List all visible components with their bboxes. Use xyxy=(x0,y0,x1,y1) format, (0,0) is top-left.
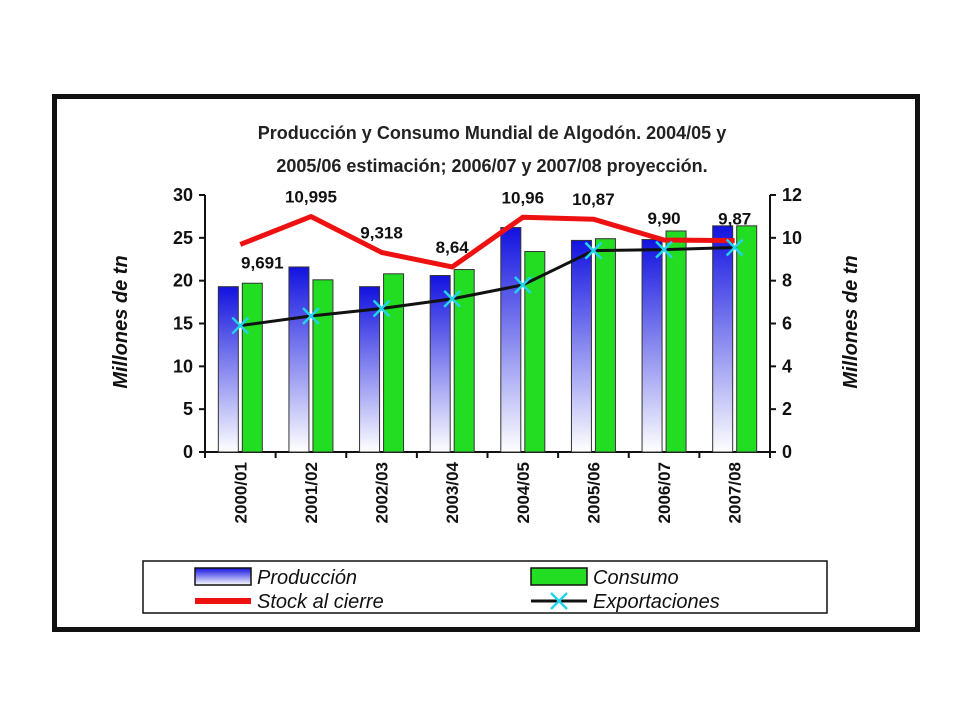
bar-produccion xyxy=(570,239,592,453)
data-label-stock: 10,96 xyxy=(502,188,545,207)
line-exportaciones xyxy=(240,245,735,328)
x-tick-label: 2005/06 xyxy=(584,462,603,523)
marker-exportaciones xyxy=(584,241,603,260)
bar-produccion xyxy=(500,227,522,453)
y-tick-label-right: 10 xyxy=(782,228,802,248)
y-tick-label-left: 20 xyxy=(173,271,193,291)
data-label-stock: 9,318 xyxy=(360,223,403,242)
legend: Producción Consumo Stock al cierre Expor… xyxy=(142,560,828,614)
y-tick-label-left: 10 xyxy=(173,356,193,376)
bar-consumo xyxy=(594,238,616,453)
marker-exportaciones xyxy=(513,276,532,294)
bar-produccion xyxy=(359,286,381,453)
bar-consumo xyxy=(383,273,405,453)
data-label-stock: 8,64 xyxy=(436,238,470,257)
x-tick-label: 2002/03 xyxy=(373,462,392,523)
legend-label-stock: Stock al cierre xyxy=(257,591,384,613)
data-label-stock: 9,90 xyxy=(648,209,681,228)
data-label-stock: 9,691 xyxy=(241,253,284,272)
marker-exportaciones xyxy=(443,289,462,308)
legend-swatch-produccion xyxy=(194,567,252,586)
chart-title-line-2: 2005/06 estimación; 2006/07 y 2007/08 pr… xyxy=(276,156,707,176)
bar-produccion xyxy=(429,275,451,453)
chart-frame: Producción y Consumo Mundial de Algodón.… xyxy=(52,94,920,632)
marker-exportaciones xyxy=(725,238,744,257)
marker-exportaciones xyxy=(372,299,391,318)
legend-swatch-consumo xyxy=(530,567,588,586)
legend-label-consumo: Consumo xyxy=(593,567,679,589)
y-tick-label-right: 2 xyxy=(782,399,792,419)
bar-consumo xyxy=(453,269,475,453)
line-stock-al-cierre xyxy=(239,214,735,270)
bar-produccion xyxy=(641,239,663,453)
data-label-stock: 10,995 xyxy=(285,188,337,207)
x-tick-label: 2006/07 xyxy=(655,462,674,523)
x-tick-label: 2003/04 xyxy=(443,461,462,523)
y-tick-label-left: 15 xyxy=(173,314,193,334)
y-tick-label-left: 5 xyxy=(183,399,193,419)
legend-label-produccion: Producción xyxy=(257,567,357,589)
y-tick-label-right: 6 xyxy=(782,314,792,334)
y-tick-label-right: 0 xyxy=(782,442,792,462)
x-tick-label: 2004/05 xyxy=(514,462,533,523)
marker-exportaciones xyxy=(302,307,320,325)
legend-label-exportaciones: Exportaciones xyxy=(593,591,720,613)
bar-consumo xyxy=(524,251,546,453)
y-tick-label-right: 8 xyxy=(782,271,792,291)
y-tick-label-left: 0 xyxy=(183,442,193,462)
chart-title-line-1: Producción y Consumo Mundial de Algodón.… xyxy=(258,123,726,143)
y-tick-label-left: 25 xyxy=(173,228,193,248)
y-axis-title-left: Millones de tn xyxy=(110,255,132,388)
bar-consumo xyxy=(241,282,263,453)
bar-produccion xyxy=(288,266,310,453)
data-label-stock: 10,87 xyxy=(572,190,615,209)
bar-consumo xyxy=(736,225,758,453)
y-tick-label-left: 30 xyxy=(173,185,193,205)
x-tick-label: 2000/01 xyxy=(231,462,250,523)
x-tick-label: 2007/08 xyxy=(726,462,745,523)
y-tick-label-right: 12 xyxy=(782,185,802,205)
legend-marker-exportaciones xyxy=(550,592,568,610)
plot-area: 0 5 10 15 20 25 30 0 2 4 6 8 10 12 2000/01 2001/02 2002/… xyxy=(173,185,802,523)
bar-consumo xyxy=(665,230,687,453)
x-tick-label: 2001/02 xyxy=(302,462,321,523)
chart: Producción y Consumo Mundial de Algodón.… xyxy=(110,123,862,614)
data-label-stock: 9,87 xyxy=(718,210,751,229)
bar-produccion xyxy=(217,286,239,453)
marker-exportaciones xyxy=(655,240,673,259)
y-tick-label-right: 4 xyxy=(782,356,792,376)
y-axis-title-right: Millones de tn xyxy=(840,255,862,388)
bar-consumo xyxy=(312,279,334,453)
bar-produccion xyxy=(712,225,734,453)
marker-exportaciones xyxy=(231,316,250,335)
